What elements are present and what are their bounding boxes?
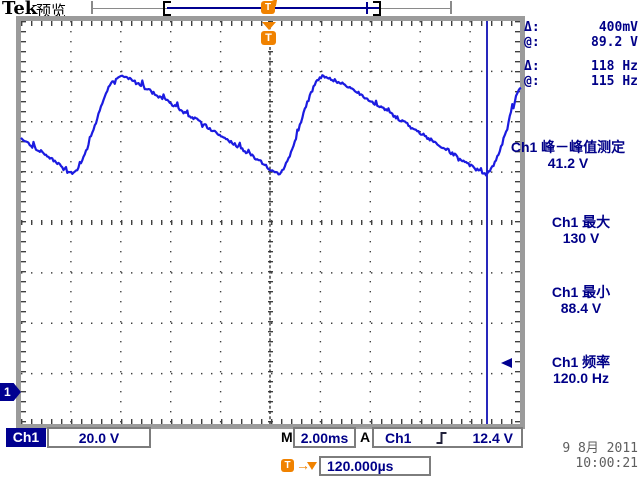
channel1-ground-marker: 1	[0, 383, 21, 401]
date-text: 9 8月 2011	[562, 441, 638, 456]
trigger-level-arrow-icon	[501, 358, 512, 368]
delta-voltage-value: 400mV	[598, 20, 638, 35]
record-view-cursor-tick	[366, 2, 368, 14]
tek-logo: Tek	[2, 0, 38, 19]
record-view-left-tick	[91, 1, 93, 14]
main-timebase-label: M	[281, 429, 293, 445]
arrow-right-icon: →	[296, 457, 310, 473]
timebase-readout: 2.00ms	[293, 427, 356, 448]
measurement-minimum: Ch1 最小 88.4 V	[524, 284, 638, 316]
auto-trigger-label: A	[360, 429, 371, 445]
graticule-frame	[16, 16, 525, 429]
delta-voltage-label: Δ:	[524, 20, 540, 35]
measurement-title: Ch1 最小	[551, 284, 611, 300]
measurement-title: Ch1 最大	[551, 214, 611, 230]
measurement-value: 88.4 V	[560, 300, 602, 316]
horizontal-position-value: 120.000µs	[327, 458, 394, 474]
at-voltage-label: @:	[524, 35, 540, 50]
cursor-readout-panel: Δ: 400mV @: 89.2 V Δ: 118 Hz @: 115 Hz	[524, 20, 638, 89]
timebase-value: 2.00ms	[300, 429, 349, 446]
delta-frequency-value: 118 Hz	[591, 59, 638, 74]
measurement-value: 130 V	[562, 230, 600, 246]
horizontal-trigger-icon: T	[281, 459, 294, 472]
trigger-level-value: 12.4 V	[472, 429, 513, 446]
at-frequency-row: @: 115 Hz	[524, 74, 638, 89]
window-left-bracket-icon	[163, 1, 171, 16]
trigger-source: Ch1	[385, 429, 412, 446]
rising-edge-icon	[436, 431, 447, 444]
time-text: 10:00:21	[575, 456, 638, 471]
measurement-value: 41.2 V	[547, 155, 589, 171]
datetime-display: 9 8月 2011 10:00:21	[528, 441, 638, 471]
measurement-title: Ch1 峰－峰值测定	[510, 139, 626, 155]
channel1-scale-readout: 20.0 V	[47, 427, 151, 448]
channel1-scale-value: 20.0 V	[78, 429, 120, 446]
delta-voltage-row: Δ: 400mV	[524, 20, 638, 35]
at-voltage-value: 89.2 V	[591, 35, 638, 50]
at-voltage-row: @: 89.2 V	[524, 35, 638, 50]
measurement-title: Ch1 频率	[551, 354, 611, 370]
trigger-position-icon: T	[261, 1, 275, 14]
measurement-frequency: Ch1 频率 120.0 Hz	[524, 354, 638, 386]
horizontal-position-readout: 120.000µs	[319, 456, 431, 476]
measurement-peak-to-peak: Ch1 峰－峰值测定 41.2 V	[496, 139, 640, 171]
delta-frequency-row: Δ: 118 Hz	[524, 59, 638, 74]
acquisition-mode-label: 预览	[36, 3, 67, 20]
window-right-bracket-icon	[373, 1, 381, 16]
trigger-position-triangle-icon	[262, 22, 276, 30]
trigger-position-badge: T	[261, 31, 276, 45]
arrow-down-icon	[307, 462, 317, 470]
measurement-maximum: Ch1 最大 130 V	[524, 214, 638, 246]
at-frequency-label: @:	[524, 74, 540, 89]
delta-frequency-label: Δ:	[524, 59, 540, 74]
trigger-readout: Ch1 12.4 V	[372, 427, 523, 448]
record-view-right-tick	[450, 1, 452, 14]
at-frequency-value: 115 Hz	[591, 74, 638, 89]
measurement-value: 120.0 Hz	[552, 370, 610, 386]
channel1-badge: Ch1	[6, 428, 46, 447]
